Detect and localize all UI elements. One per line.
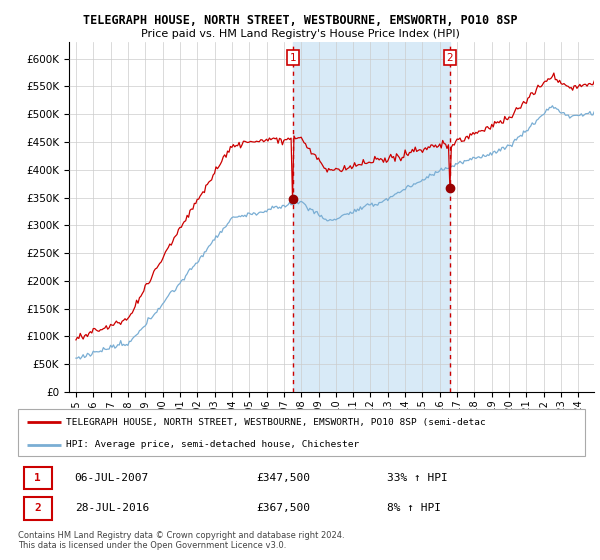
Text: £347,500: £347,500 (256, 473, 310, 483)
Bar (293, 42, 449, 392)
Bar (23, 467, 52, 489)
Text: 2: 2 (34, 503, 41, 514)
Text: 1: 1 (34, 473, 41, 483)
Text: 8% ↑ HPI: 8% ↑ HPI (386, 503, 440, 514)
Text: Contains HM Land Registry data © Crown copyright and database right 2024.
This d: Contains HM Land Registry data © Crown c… (18, 531, 344, 550)
Text: 28-JUL-2016: 28-JUL-2016 (75, 503, 149, 514)
Text: Price paid vs. HM Land Registry's House Price Index (HPI): Price paid vs. HM Land Registry's House … (140, 29, 460, 39)
Text: 2: 2 (446, 53, 453, 63)
Text: 06-JUL-2007: 06-JUL-2007 (75, 473, 149, 483)
Text: £367,500: £367,500 (256, 503, 310, 514)
Text: 33% ↑ HPI: 33% ↑ HPI (386, 473, 448, 483)
Text: TELEGRAPH HOUSE, NORTH STREET, WESTBOURNE, EMSWORTH, PO10 8SP (semi-detac: TELEGRAPH HOUSE, NORTH STREET, WESTBOURN… (66, 418, 486, 427)
Text: TELEGRAPH HOUSE, NORTH STREET, WESTBOURNE, EMSWORTH, PO10 8SP: TELEGRAPH HOUSE, NORTH STREET, WESTBOURN… (83, 14, 517, 27)
Bar (23, 497, 52, 520)
Text: 1: 1 (290, 53, 296, 63)
Text: HPI: Average price, semi-detached house, Chichester: HPI: Average price, semi-detached house,… (66, 440, 359, 449)
